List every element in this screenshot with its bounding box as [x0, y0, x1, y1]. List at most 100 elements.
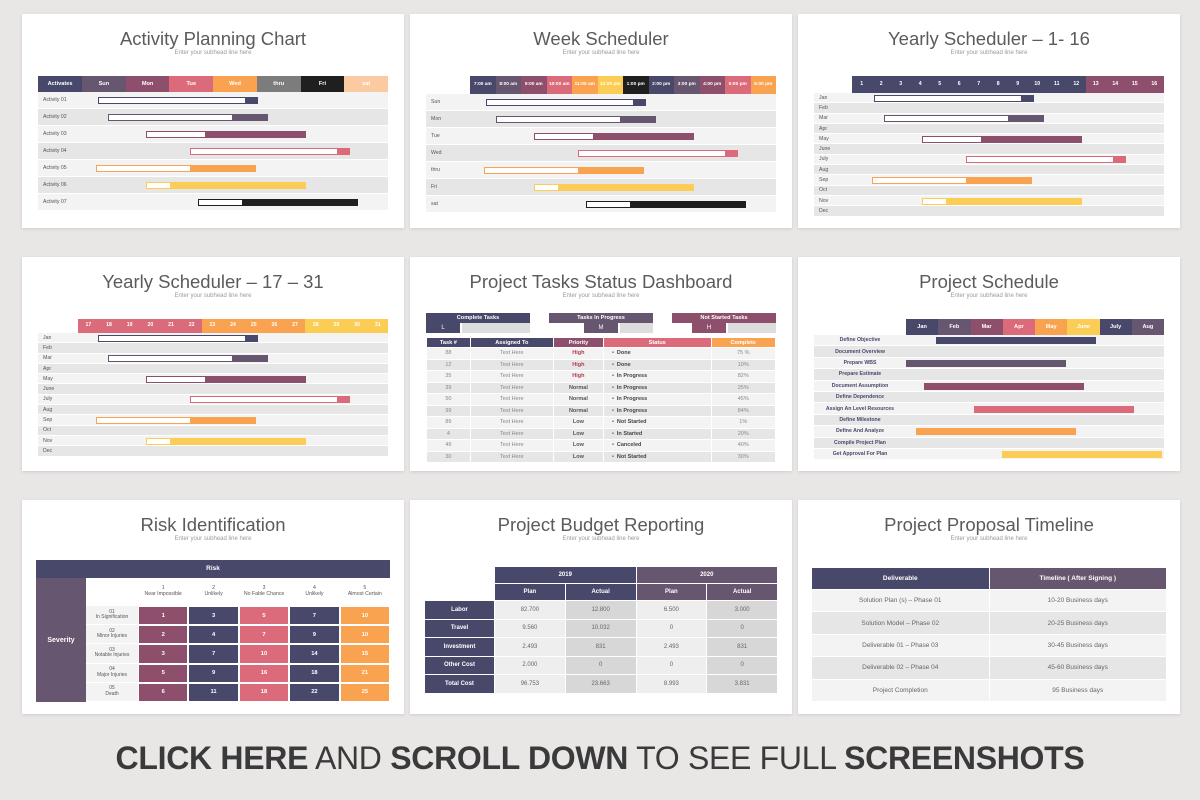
row-label: Sun [431, 99, 441, 105]
cell-text: 39 [445, 384, 452, 391]
table-row: 30 Text Here Low • Not Started 30% [426, 450, 776, 463]
slide-subhead: Enter your subhead line here [950, 536, 1028, 542]
bar-fill [1009, 115, 1044, 123]
budget-cell: 2.493 [635, 637, 708, 657]
severity-num: 03 [109, 646, 115, 653]
summary-value-row: H [672, 323, 776, 333]
table-cell: Text Here [469, 393, 554, 406]
bar-outline [872, 177, 967, 185]
header-cell: 14 [1105, 76, 1125, 93]
header-cell: Wed [213, 76, 257, 92]
row-label: Activity 07 [43, 199, 67, 205]
slide-week-scheduler[interactable]: Week Scheduler Enter your subhead line h… [410, 14, 792, 228]
bar-fill [559, 184, 694, 191]
bar-outline [146, 131, 206, 138]
slide-risk-identification[interactable]: Risk Identification Enter your subhead l… [22, 500, 404, 714]
table-cell: Text Here [469, 427, 554, 440]
task-bar [108, 114, 268, 121]
row-label: Tue [431, 133, 440, 139]
budget-cell: 0 [635, 618, 708, 638]
slide-activity-planning[interactable]: Activity Planning Chart Enter your subhe… [22, 14, 404, 228]
cell-text: Not Started [616, 419, 647, 426]
header-cell: 5:00 pm [725, 76, 751, 94]
cta-click-here[interactable]: CLICK HERE [115, 740, 309, 776]
bar-fill [243, 199, 358, 206]
header-cell: 8:00 am [495, 76, 521, 94]
table-cell: Text Here [469, 347, 554, 360]
slide-yearly-17-31[interactable]: Yearly Scheduler – 17 – 31 Enter your su… [22, 257, 404, 471]
row: Document Overview [814, 346, 1164, 358]
slide-task-dashboard[interactable]: Project Tasks Status Dashboard Enter you… [410, 257, 792, 471]
summary-value-row: M [549, 323, 653, 333]
slide-subhead: Enter your subhead line here [174, 50, 252, 56]
cell-text: 25% [737, 384, 749, 391]
table-row: Other Cost 2.000 0 0 0 [424, 655, 778, 675]
budget-cell: 0 [706, 655, 778, 675]
table-row: Investment 2.493 831 2.493 831 [424, 637, 778, 657]
header-cell: 9:00 am [521, 76, 547, 94]
table-cell: 99 [426, 404, 471, 417]
table-row: Labor 82.700 12.800 6.500 3.000 [424, 600, 778, 620]
cta-banner[interactable]: CLICK HERE AND SCROLL DOWN TO SEE FULL S… [0, 740, 1200, 777]
slide-proposal-timeline[interactable]: Project Proposal Timeline Enter your sub… [798, 500, 1180, 714]
status-dot-icon: • [611, 384, 614, 391]
row-label: July [43, 396, 53, 403]
budget-table: 2019 2020 Plan Actual Plan Actual Labor 82.700 1… [424, 566, 778, 694]
bar-fill [579, 167, 644, 174]
row-label: Define And Analyze [835, 428, 885, 435]
table-header: Deliverable Timeline ( After Signing ) [811, 567, 1167, 590]
budget-cell: 2.493 [494, 637, 566, 657]
slide-yearly-1-16[interactable]: Yearly Scheduler – 1- 16 Enter your subh… [798, 14, 1180, 228]
task-bar [190, 148, 350, 155]
cell-text: In Progress [616, 396, 648, 403]
bar-outline [146, 437, 171, 445]
header-cell: 12:00 pm [597, 76, 623, 94]
timeline-cell: 10-20 Business days [988, 588, 1167, 613]
bar-outline [966, 156, 1114, 164]
budget-cell: 2.000 [494, 655, 566, 675]
table-cell: 10% [710, 358, 776, 371]
severity-text: Major Injuries [96, 671, 127, 678]
task-bar [486, 99, 646, 106]
table-cell: • In Started [602, 427, 712, 440]
bar-outline [578, 150, 726, 157]
matrix-cell: 4 [188, 625, 239, 645]
severity-text: Death [105, 690, 119, 697]
bar-outline [198, 199, 243, 206]
slide-project-schedule[interactable]: Project Schedule Enter your subhead line… [798, 257, 1180, 471]
row-label: June [43, 386, 55, 393]
cell-text: In Started [616, 430, 643, 437]
matrix-cell: 15 [339, 644, 391, 664]
header-cell: Mar [970, 319, 1003, 335]
task-bar [966, 156, 1126, 164]
cell-text: In Progress [616, 407, 648, 414]
bar-outline [96, 165, 191, 172]
severity-text: In Signification [95, 614, 129, 621]
table-cell: 88 [426, 347, 471, 360]
header-cell: 6:00 pm [750, 76, 776, 94]
budget-cell: 831 [564, 637, 637, 657]
bar-fill [621, 116, 656, 123]
matrix-cell: 16 [238, 663, 290, 683]
budget-cell: 9.560 [494, 618, 566, 638]
summary-value: L [426, 323, 460, 333]
slide-title: Project Tasks Status Dashboard [469, 271, 733, 292]
slide-title: Risk Identification [140, 514, 286, 535]
row: Feb [38, 343, 388, 354]
bar-outline [496, 116, 621, 123]
cell-text: 49 [445, 442, 452, 449]
summary-box: Not Started Tasks H [672, 313, 776, 333]
status-dot-icon: • [611, 350, 614, 357]
cell-text: 35 [445, 373, 452, 380]
table-cell: 30% [710, 450, 776, 463]
row: Compile Project Plan [814, 437, 1164, 449]
header-cell: 3 [891, 76, 911, 93]
header-cell: 17 [78, 319, 99, 333]
header-row: Activates Sun Mon Tue Wed thru Fri sat [38, 76, 389, 92]
timeline-cell: 20-25 Business days [988, 611, 1167, 635]
task-bar [1002, 451, 1162, 459]
matrix-cell: 7 [289, 606, 340, 626]
header-cell: June [1067, 319, 1100, 335]
slide-budget-reporting[interactable]: Project Budget Reporting Enter your subh… [410, 500, 792, 714]
likelihood-row: 1 Near Impossible 2 Unlikely 3 No Fable Chanc… [86, 578, 390, 606]
